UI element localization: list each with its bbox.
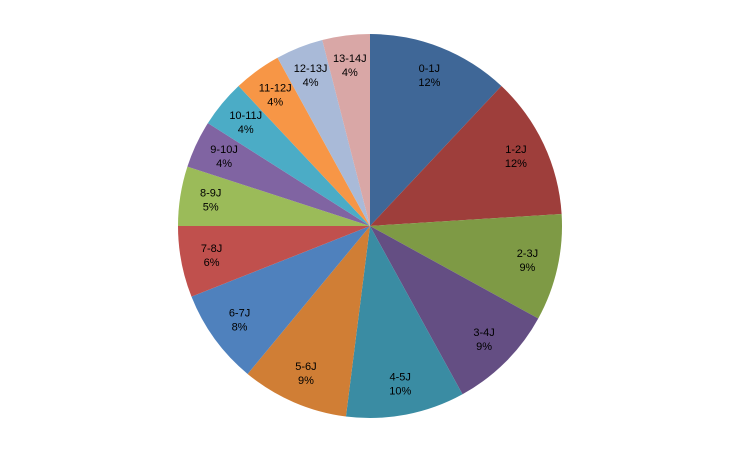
pie-slice bbox=[207, 86, 370, 226]
pie-slice bbox=[187, 123, 370, 226]
slice-value-label: 8% bbox=[232, 322, 248, 334]
pie-slice bbox=[370, 86, 562, 226]
pie-slice bbox=[178, 226, 370, 297]
slice-category-label: 11-12J bbox=[259, 82, 292, 94]
slice-category-label: 7-8J bbox=[201, 243, 222, 255]
slice-category-label: 3-4J bbox=[473, 327, 494, 339]
slice-category-label: 9-10J bbox=[210, 144, 238, 156]
pie-slice bbox=[191, 226, 370, 374]
pie-slice bbox=[322, 34, 370, 226]
pie-slice bbox=[277, 40, 370, 227]
slice-value-label: 6% bbox=[204, 257, 220, 269]
pie-slice bbox=[247, 226, 370, 417]
slice-category-label: 13-14J bbox=[333, 53, 367, 65]
slice-value-label: 4% bbox=[342, 67, 358, 79]
slice-value-label: 9% bbox=[298, 375, 314, 387]
slice-category-label: 6-7J bbox=[229, 308, 250, 320]
pie-slice bbox=[370, 34, 502, 226]
slice-category-label: 2-3J bbox=[517, 248, 538, 260]
slice-category-label: 12-13J bbox=[294, 63, 328, 75]
slice-category-label: 4-5J bbox=[390, 371, 411, 383]
slice-value-label: 9% bbox=[476, 341, 492, 353]
slice-category-label: 1-2J bbox=[505, 144, 526, 156]
pie-slice bbox=[370, 226, 539, 395]
slice-value-label: 5% bbox=[203, 202, 219, 214]
slice-value-label: 12% bbox=[505, 158, 527, 170]
slice-value-label: 4% bbox=[238, 124, 254, 136]
slice-category-label: 0-1J bbox=[419, 63, 440, 75]
slice-category-label: 5-6J bbox=[295, 361, 316, 373]
slice-value-label: 12% bbox=[418, 77, 440, 89]
pie-slice bbox=[345, 226, 463, 419]
pie-slice bbox=[370, 213, 562, 319]
slice-value-label: 10% bbox=[389, 385, 411, 397]
slice-value-label: 4% bbox=[303, 77, 319, 89]
slice-category-label: 10-11J bbox=[229, 110, 262, 122]
pie-slice bbox=[178, 166, 370, 226]
slice-category-label: 8-9J bbox=[200, 188, 221, 200]
slice-value-label: 9% bbox=[519, 262, 535, 274]
slice-value-label: 4% bbox=[216, 158, 232, 170]
slice-value-label: 4% bbox=[267, 96, 283, 108]
pie-slice bbox=[238, 57, 370, 227]
